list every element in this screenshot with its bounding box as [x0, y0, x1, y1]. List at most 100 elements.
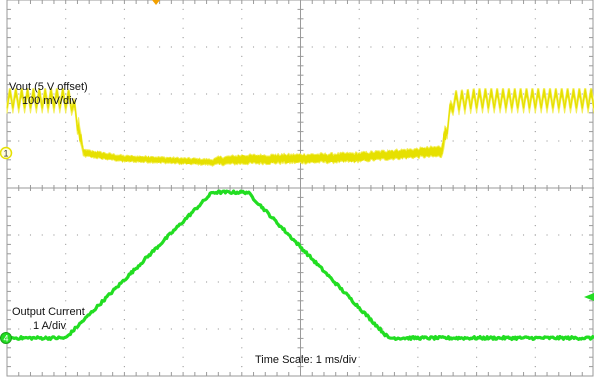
trigger-level-arrow — [584, 293, 594, 301]
grid-dot — [241, 93, 243, 95]
grid-dot — [534, 262, 536, 264]
grid-dot — [476, 272, 478, 274]
grid-dot — [440, 46, 442, 48]
grid-dot — [569, 234, 572, 236]
grid-dot — [534, 347, 536, 349]
grid-dot — [65, 319, 67, 321]
grid-dot — [123, 206, 125, 208]
grid-dot — [123, 234, 125, 236]
grid-dot — [476, 27, 478, 29]
grid-dot — [76, 46, 79, 48]
grid-dot — [18, 328, 20, 330]
grid-dot — [182, 234, 184, 236]
grid-dot — [358, 84, 360, 86]
grid-dot — [65, 243, 67, 245]
grid-dot — [511, 281, 513, 283]
grid-dot — [123, 93, 125, 95]
grid-dot — [135, 140, 137, 142]
grid-dot — [123, 347, 125, 349]
grid-dot — [264, 328, 266, 330]
grid-dot — [440, 328, 442, 330]
grid-dot — [358, 337, 360, 339]
grid-dot — [382, 93, 384, 95]
grid-dot — [123, 131, 125, 133]
grid-dot — [429, 93, 431, 95]
grid-dot — [417, 55, 419, 58]
grid-dot — [182, 196, 184, 198]
grid-dot — [123, 8, 125, 10]
grid-dot — [358, 55, 360, 58]
ch4-reference-label: 4 — [3, 334, 8, 344]
grid-dot — [252, 328, 255, 330]
grid-dot — [534, 356, 536, 358]
grid-dot — [241, 37, 243, 39]
grid-dot — [182, 262, 184, 264]
graticule-grid — [6, 0, 594, 377]
grid-dot — [76, 140, 79, 142]
grid-dot — [417, 347, 419, 349]
grid-dot — [147, 328, 149, 330]
grid-dot — [440, 281, 442, 283]
grid-dot — [335, 234, 337, 236]
grid-dot — [499, 46, 501, 48]
grid-dot — [534, 206, 536, 208]
grid-dot — [65, 159, 67, 161]
grid-dot — [182, 168, 184, 170]
grid-dot — [487, 328, 489, 330]
grid-dot — [88, 93, 90, 95]
grid-dot — [534, 121, 536, 123]
grid-dot — [440, 140, 442, 142]
grid-dot — [417, 319, 419, 321]
grid-dot — [452, 234, 454, 236]
grid-dot — [417, 84, 419, 86]
grid-dot — [100, 46, 102, 48]
grid-dot — [476, 281, 478, 283]
grid-dot — [135, 234, 137, 236]
grid-dot — [534, 225, 536, 227]
grid-dot — [476, 309, 478, 311]
grid-dot — [217, 46, 219, 48]
grid-dot — [182, 178, 184, 180]
grid-dot — [65, 84, 67, 86]
grid-dot — [194, 281, 196, 283]
grid-dot — [252, 281, 255, 283]
grid-dot — [558, 140, 560, 142]
grid-dot — [581, 281, 583, 283]
grid-dot — [29, 281, 32, 283]
grid-dot — [476, 234, 478, 236]
grid-dot — [522, 46, 525, 48]
grid-dot — [476, 178, 478, 180]
grid-dot — [65, 234, 67, 236]
grid-dot — [405, 46, 407, 48]
grid-dot — [252, 140, 255, 142]
grid-dot — [65, 8, 67, 10]
grid-dot — [288, 93, 290, 95]
grid-dot — [123, 84, 125, 86]
output-current-scale-label: 1 A/div — [33, 320, 67, 332]
grid-dot — [276, 140, 278, 142]
grid-dot — [417, 168, 419, 170]
grid-dot — [452, 328, 454, 330]
grid-dot — [241, 178, 243, 180]
grid-dot — [358, 290, 360, 292]
grid-dot — [241, 74, 243, 76]
grid-dot — [546, 328, 548, 330]
grid-dot — [182, 356, 184, 358]
grid-dot — [276, 234, 278, 236]
grid-dot — [370, 328, 372, 330]
grid-dot — [29, 234, 32, 236]
grid-dot — [534, 74, 536, 76]
grid-dot — [182, 347, 184, 349]
grid-dot — [241, 300, 243, 302]
grid-dot — [123, 272, 125, 274]
grid-dot — [476, 46, 478, 48]
grid-dot — [53, 234, 55, 236]
grid-dot — [65, 300, 67, 302]
grid-dot — [229, 328, 231, 330]
grid-dot — [417, 74, 419, 76]
grid-dot — [405, 140, 407, 142]
grid-dot — [53, 140, 55, 142]
grid-dot — [476, 74, 478, 76]
grid-dot — [123, 309, 125, 311]
grid-dot — [499, 93, 501, 95]
